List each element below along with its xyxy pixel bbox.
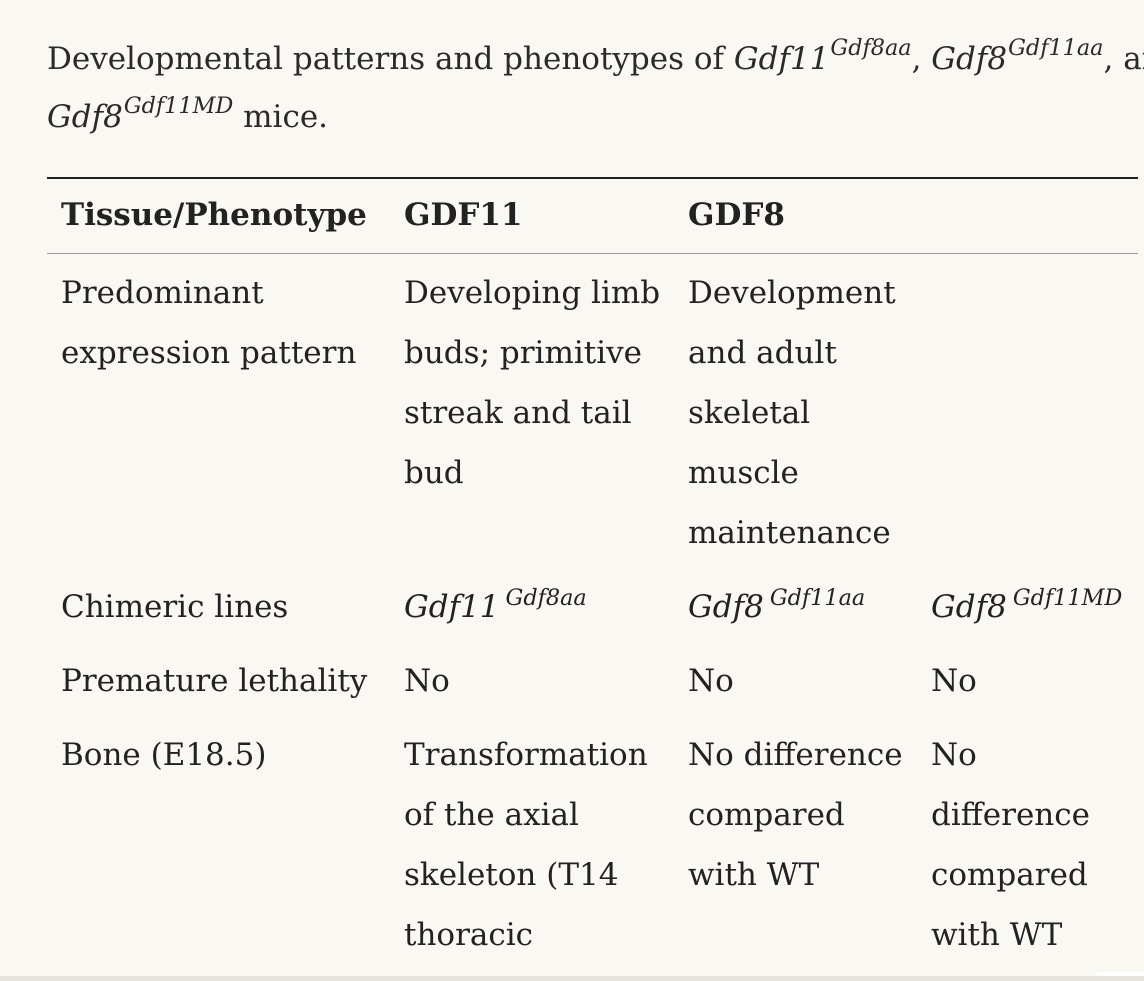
caption-line-1: Developmental patterns and phenotypes of…	[47, 30, 1144, 88]
caption-gene-gdf8-b-superscript: Gdf11MD	[123, 93, 234, 120]
chimeric-extra-superscript: Gdf11MD	[1012, 584, 1123, 611]
row-expression-label: Predominant expression pattern	[61, 275, 357, 371]
row-expression-gdf11: Developing limb buds; primitive streak a…	[404, 275, 661, 491]
chimeric-gdf8-superscript: Gdf11aa	[769, 584, 866, 611]
caption-gene-gdf11-superscript: Gdf8aa	[830, 35, 912, 62]
caption-separator-1: ,	[911, 41, 932, 77]
caption-line-2: Gdf8Gdf11MD mice.	[47, 88, 1142, 146]
row-lethality-gdf8: No	[688, 663, 734, 699]
header-gdf8: GDF8	[688, 197, 785, 233]
caption-gene-gdf11: Gdf11	[733, 41, 830, 77]
row-lethality-extra: No	[931, 663, 977, 699]
scroll-corner	[1096, 972, 1144, 976]
chimeric-gdf11-superscript: Gdf8aa	[505, 584, 587, 611]
row-bone-label: Bone (E18.5)	[61, 737, 267, 773]
table-caption: Developmental patterns and phenotypes of…	[47, 30, 1144, 146]
caption-suffix: mice.	[233, 99, 329, 135]
caption-gene-gdf8-a-superscript: Gdf11aa	[1008, 35, 1104, 62]
row-bone-gdf8: No difference compared with WT	[688, 737, 903, 893]
caption-gene-gdf8-a: Gdf8	[931, 41, 1008, 77]
row-chimeric-extra: Gdf8 Gdf11MD	[931, 577, 1136, 637]
chimeric-gdf8-gene: Gdf8	[688, 589, 764, 625]
row-chimeric-label: Chimeric lines	[61, 589, 289, 625]
caption-prefix: Developmental patterns and phenotypes of	[47, 41, 734, 77]
row-chimeric-gdf8: Gdf8 Gdf11aa	[688, 577, 918, 637]
table-top-rule	[47, 177, 1138, 179]
chimeric-gdf11-gene: Gdf11	[404, 589, 500, 625]
header-gdf11: GDF11	[404, 197, 523, 233]
caption-separator-2: , and	[1103, 41, 1144, 77]
bottom-edge	[0, 976, 1144, 981]
chimeric-extra-gene: Gdf8	[931, 589, 1007, 625]
row-lethality-gdf11: No	[404, 663, 450, 699]
header-tissue-phenotype: Tissue/Phenotype	[61, 197, 367, 233]
row-lethality-label: Premature lethality	[61, 663, 368, 699]
row-bone-extra: No difference compared with WT	[931, 737, 1090, 953]
row-expression-gdf8: Development and adult skeletal muscle ma…	[688, 275, 896, 551]
table-header-rule	[47, 253, 1138, 254]
row-bone-gdf11: Transformation of the axial skeleton (T1…	[404, 737, 648, 953]
row-chimeric-gdf11: Gdf11 Gdf8aa	[404, 577, 674, 637]
caption-gene-gdf8-b: Gdf8	[47, 99, 123, 135]
